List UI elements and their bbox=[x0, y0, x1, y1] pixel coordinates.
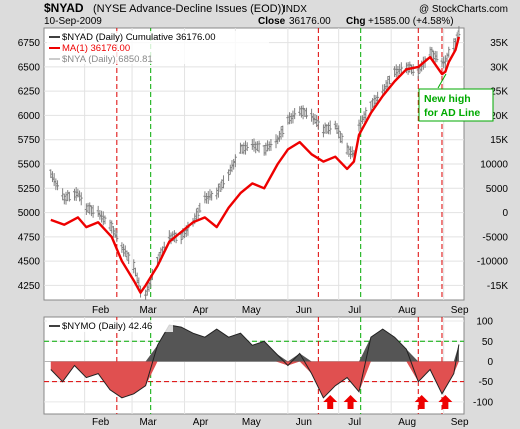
month-label-lower: Feb bbox=[92, 417, 110, 428]
ad-line bbox=[50, 36, 461, 294]
annotation-leader bbox=[437, 73, 447, 89]
arrows bbox=[323, 395, 453, 409]
month-label-lower: Mar bbox=[139, 417, 157, 428]
up-arrow-icon bbox=[438, 395, 453, 409]
close-value: 36176.00 bbox=[289, 16, 331, 27]
nymo-label: $NYMO (Daily) 42.46 bbox=[62, 321, 152, 332]
nymo-positive-area bbox=[50, 325, 459, 362]
ad-cumulative-line bbox=[50, 36, 461, 294]
lower-tick-label: -50 bbox=[479, 377, 494, 388]
month-label-lower: Jul bbox=[348, 417, 361, 428]
month-label-upper: Aug bbox=[398, 305, 416, 316]
month-label-upper: Sep bbox=[451, 305, 469, 316]
left-tick-label: 4750 bbox=[18, 232, 41, 243]
month-label-lower: Jun bbox=[296, 417, 312, 428]
exchange-label: INDX bbox=[283, 4, 307, 15]
lower-tick-label: 0 bbox=[487, 357, 493, 368]
date-label: 10-Sep-2009 bbox=[44, 16, 102, 27]
up-arrow-icon bbox=[414, 395, 429, 409]
month-label-lower: Aug bbox=[398, 417, 416, 428]
month-label-lower: Apr bbox=[193, 417, 209, 428]
left-tick-label: 5750 bbox=[18, 135, 41, 146]
lower-tick-label: -100 bbox=[473, 397, 493, 408]
nymo-line bbox=[50, 324, 460, 399]
watermark: @ StockCharts.com bbox=[419, 4, 508, 15]
month-label-upper: May bbox=[242, 305, 261, 316]
left-tick-label: 6500 bbox=[18, 62, 41, 73]
right-tick-label: 15K bbox=[490, 135, 508, 146]
right-tick-label: -10000 bbox=[477, 257, 509, 268]
annotation-line2: for AD Line bbox=[424, 107, 480, 119]
right-tick-label: -5000 bbox=[482, 232, 508, 243]
symbol-description: (NYSE Advance-Decline Issues (EOD)) bbox=[93, 3, 285, 15]
lower-tick-label: 50 bbox=[482, 337, 494, 348]
annotation-line1: New high bbox=[424, 93, 471, 105]
left-tick-label: 5500 bbox=[18, 160, 41, 171]
left-tick-label: 6250 bbox=[18, 87, 41, 98]
month-label-lower: Sep bbox=[451, 417, 469, 428]
legend-ma: MA(1) 36176.00 bbox=[62, 43, 130, 54]
left-tick-label: 4500 bbox=[18, 257, 41, 268]
month-label-upper: Jul bbox=[348, 305, 361, 316]
month-label-lower: May bbox=[242, 417, 261, 428]
nya-bars bbox=[49, 26, 461, 300]
left-tick-label: 6000 bbox=[18, 111, 41, 122]
left-tick-label: 4250 bbox=[18, 281, 41, 292]
month-label-upper: Mar bbox=[139, 305, 157, 316]
right-tick-label: 35K bbox=[490, 38, 508, 49]
right-tick-label: 20K bbox=[490, 111, 508, 122]
up-arrow-icon bbox=[323, 395, 338, 409]
legend-box bbox=[47, 31, 269, 64]
month-label-upper: Apr bbox=[193, 305, 209, 316]
legend-nyad: $NYAD (Daily) Cumulative 36176.00 bbox=[62, 32, 215, 43]
month-label-upper: Feb bbox=[92, 305, 110, 316]
chg-label: Chg bbox=[346, 16, 365, 27]
left-tick-label: 5250 bbox=[18, 184, 41, 195]
axis-ticks: 4250450047505000525055005750600062506500… bbox=[18, 38, 509, 428]
legend-nya: $NYA (Daily) 6850.81 bbox=[62, 54, 153, 65]
right-tick-label: 30K bbox=[490, 62, 508, 73]
right-tick-label: 10000 bbox=[480, 160, 508, 171]
right-tick-label: -15K bbox=[487, 281, 508, 292]
left-tick-label: 5000 bbox=[18, 208, 41, 219]
nymo-area bbox=[50, 324, 460, 399]
lower-label-box bbox=[47, 320, 173, 332]
chg-value: +1585.00 (+4.58%) bbox=[368, 16, 454, 27]
annotation-box bbox=[418, 88, 494, 122]
month-label-upper: Jun bbox=[296, 305, 312, 316]
left-tick-label: 6750 bbox=[18, 38, 41, 49]
lower-tick-label: 100 bbox=[476, 317, 493, 328]
up-arrow-icon bbox=[343, 395, 358, 409]
right-tick-label: 25K bbox=[490, 87, 508, 98]
right-tick-label: 0 bbox=[502, 208, 508, 219]
close-label: Close bbox=[258, 16, 286, 27]
right-tick-label: 5000 bbox=[486, 184, 509, 195]
symbol-title: $NYAD bbox=[44, 1, 84, 15]
